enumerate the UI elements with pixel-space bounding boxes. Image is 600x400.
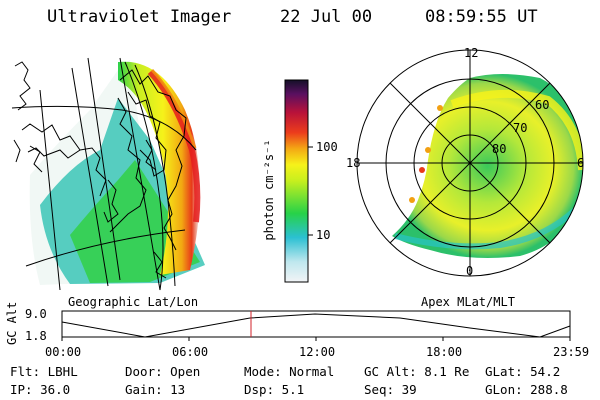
time-tick-1200: 12:00 <box>299 345 336 359</box>
info-glon: GLon: 288.8 <box>485 382 568 397</box>
mlt-label-0: 0 <box>466 264 474 278</box>
info-gain: Gain: 13 <box>125 382 186 397</box>
altitude-curve <box>61 313 571 338</box>
info-mode: Mode: Normal <box>244 364 335 379</box>
info-seq: Seq: 39 <box>364 382 417 397</box>
time-tick-0600: 06:00 <box>172 345 209 359</box>
mlt-label-12: 12 <box>464 46 479 60</box>
colorbar-tick-100: 100 <box>316 140 338 154</box>
info-door: Door: Open <box>125 364 201 379</box>
time-label: 08:59:55 UT <box>425 7 538 27</box>
mlat-label-60: 60 <box>535 98 550 112</box>
altitude-strip-chart <box>61 310 571 341</box>
info-glat: GLat: 54.2 <box>485 364 561 379</box>
info-filter: Flt: LBHL <box>10 364 78 379</box>
info-gc-altitude: GC Alt: 8.1 Re <box>364 364 470 379</box>
mlat-label-70: 70 <box>513 121 528 135</box>
altitude-y-tick-high: 9.0 <box>25 307 47 321</box>
lat-lon-grid <box>11 57 197 291</box>
left-panel-caption: Geographic Lat/Lon <box>68 295 199 309</box>
geographic-map-panel <box>11 57 205 291</box>
altitude-y-label: GC Alt <box>5 301 19 345</box>
colorbar-unit-label: photon cm⁻²s⁻¹ <box>262 139 276 241</box>
time-tick-0000: 00:00 <box>45 345 82 359</box>
date-label: 22 Jul 00 <box>280 7 373 27</box>
colorbar-tick-10: 10 <box>316 228 331 242</box>
right-panel-caption: Apex MLat/MLT <box>421 295 515 309</box>
altitude-y-tick-low: 1.8 <box>25 329 47 343</box>
time-tick-2359: 23:59 <box>553 345 590 359</box>
time-tick-1800: 18:00 <box>426 345 463 359</box>
polar-mlat-mlt-plot <box>356 49 584 277</box>
app-title: Ultraviolet Imager <box>47 7 232 27</box>
mlat-label-80: 80 <box>492 142 507 156</box>
mlt-label-18: 18 <box>346 156 361 170</box>
info-ip: IP: 36.0 <box>10 382 71 397</box>
intensity-colorbar <box>284 79 313 283</box>
polar-emission-region <box>392 74 583 258</box>
coastline-outline <box>13 61 187 279</box>
polar-grid <box>356 49 584 277</box>
info-dsp: Dsp: 5.1 <box>244 382 305 397</box>
mlt-label-6: 6 <box>577 156 585 170</box>
